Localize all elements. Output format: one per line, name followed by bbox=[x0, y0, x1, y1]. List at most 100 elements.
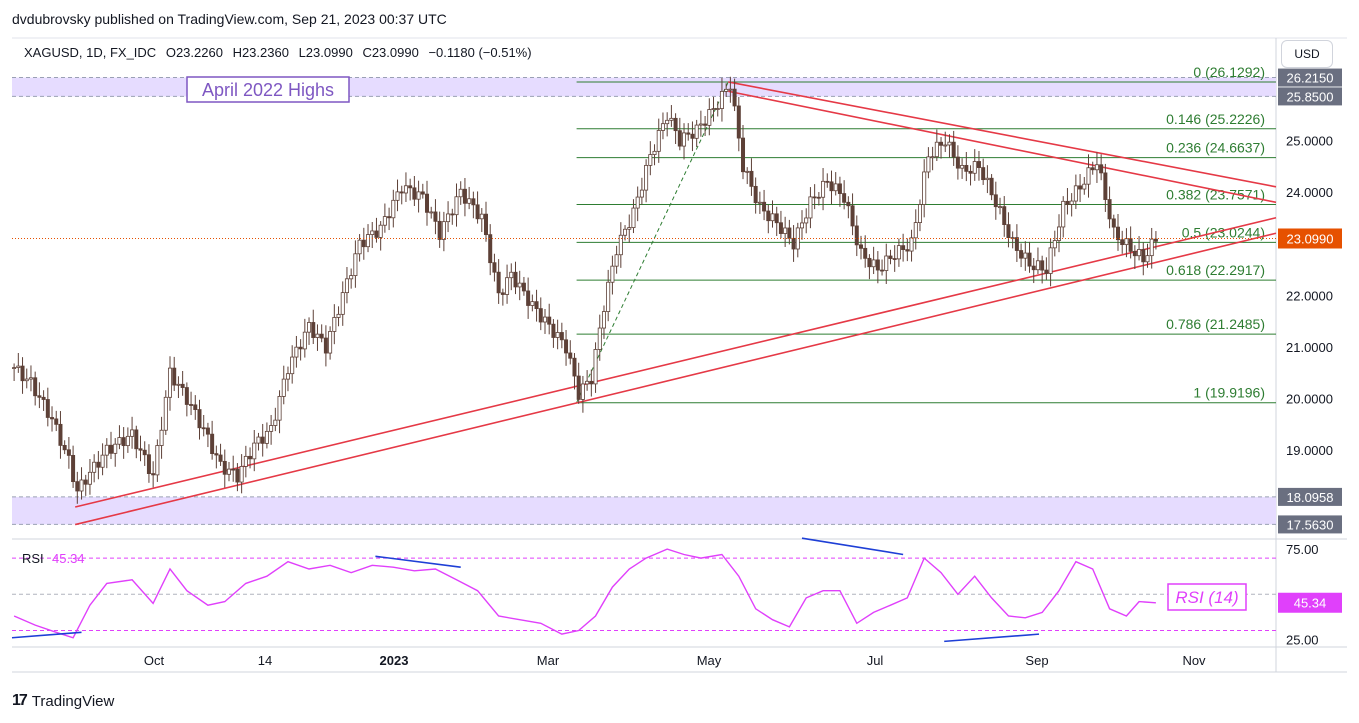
candle-body bbox=[614, 254, 619, 267]
candle-body bbox=[387, 216, 392, 219]
candle-body bbox=[1048, 247, 1053, 274]
candle-body bbox=[783, 227, 788, 234]
candle-body bbox=[703, 123, 708, 126]
candle-body bbox=[580, 383, 585, 400]
candle-body bbox=[290, 356, 295, 375]
candle-body bbox=[762, 201, 767, 212]
candle-body bbox=[623, 228, 628, 236]
candle-body bbox=[281, 378, 286, 397]
candle-body bbox=[1057, 226, 1062, 241]
annotation-box bbox=[186, 76, 350, 103]
candle-body bbox=[260, 436, 265, 444]
candle-body bbox=[551, 323, 556, 338]
candle-body bbox=[1006, 224, 1011, 238]
candle-body bbox=[850, 205, 855, 227]
trend-line-2 bbox=[728, 81, 1277, 188]
candle-body bbox=[146, 454, 151, 474]
rsi-value-label: 45.34 bbox=[52, 551, 85, 566]
candle-body bbox=[458, 188, 463, 198]
fib-diagonal bbox=[576, 81, 729, 403]
candle-body bbox=[437, 220, 442, 240]
candle-body bbox=[1040, 260, 1045, 271]
candle-body bbox=[698, 123, 703, 126]
candle-body bbox=[538, 308, 543, 323]
candle-body bbox=[555, 332, 560, 338]
candle-body bbox=[159, 429, 164, 446]
candle-body bbox=[1065, 200, 1070, 205]
candle-body bbox=[353, 253, 358, 277]
candle-body bbox=[273, 419, 278, 426]
brand-name: TradingView bbox=[31, 692, 115, 710]
candle-body bbox=[842, 193, 847, 203]
fib-level-label-4: 0.5 (23.0244) bbox=[1182, 224, 1265, 240]
current-price-tag-label: 23.0990 bbox=[1287, 231, 1334, 246]
currency-button[interactable]: USD bbox=[1281, 40, 1333, 68]
candle-body bbox=[976, 161, 981, 168]
candle-body bbox=[167, 367, 172, 398]
candle-body bbox=[50, 417, 55, 420]
candle-body bbox=[222, 460, 227, 475]
candle-body bbox=[631, 207, 636, 228]
candle-body bbox=[1124, 238, 1129, 246]
candle-body bbox=[302, 331, 307, 350]
candle-body bbox=[1002, 206, 1007, 225]
candle-body bbox=[450, 213, 455, 216]
fib-level-label-3: 0.382 (23.7571) bbox=[1166, 187, 1265, 203]
candle-body bbox=[1149, 238, 1154, 257]
candle-body bbox=[542, 316, 547, 323]
candle-body bbox=[483, 213, 488, 236]
candle-body bbox=[741, 137, 746, 173]
candle-body bbox=[867, 257, 872, 268]
candle-body bbox=[863, 247, 868, 259]
candle-body bbox=[627, 227, 632, 230]
candle-body bbox=[934, 141, 939, 158]
ohlc-change: −0.1180 (−0.51%) bbox=[428, 45, 532, 60]
rsi-badge-box bbox=[1167, 583, 1247, 611]
rsi-current-tag-box bbox=[1278, 592, 1342, 613]
candle-body bbox=[787, 227, 792, 239]
candle-body bbox=[100, 454, 105, 468]
candle-body bbox=[349, 275, 354, 280]
rsi-title: RSI bbox=[22, 551, 44, 566]
candle-body bbox=[610, 265, 615, 283]
candle-body bbox=[218, 454, 223, 462]
candle-body bbox=[395, 191, 400, 201]
candle-body bbox=[239, 466, 244, 483]
candle-body bbox=[361, 239, 366, 248]
trend-line-3 bbox=[728, 90, 1277, 204]
price-tag-box-10 bbox=[1278, 515, 1342, 534]
candle-body bbox=[28, 377, 33, 380]
candle-body bbox=[804, 217, 809, 224]
candle-body bbox=[285, 373, 290, 380]
price-tick-label-2: 25.0000 bbox=[1286, 133, 1333, 148]
candle-body bbox=[33, 377, 38, 397]
candle-body bbox=[475, 204, 480, 220]
candle-body bbox=[816, 196, 821, 199]
candle-body bbox=[606, 281, 611, 312]
candle-body bbox=[399, 191, 404, 194]
candle-body bbox=[374, 230, 379, 238]
trend-line-1 bbox=[75, 217, 1277, 508]
candle-body bbox=[378, 224, 383, 238]
candle-body bbox=[344, 278, 349, 294]
time-axis-label-2: 2023 bbox=[380, 653, 409, 668]
candle-body bbox=[92, 461, 97, 473]
candle-body bbox=[808, 196, 813, 219]
candle-body bbox=[871, 259, 876, 268]
candle-body bbox=[1027, 252, 1032, 267]
candle-body bbox=[981, 167, 986, 181]
candle-body bbox=[454, 196, 459, 216]
candle-body bbox=[62, 445, 67, 451]
candle-body bbox=[12, 367, 17, 369]
candle-body bbox=[917, 204, 922, 223]
candle-body bbox=[589, 380, 594, 385]
rsi-divergence-line-3 bbox=[944, 633, 1040, 643]
candle-body bbox=[1120, 239, 1125, 246]
time-axis-label-0: Oct bbox=[144, 653, 165, 668]
candle-body bbox=[1014, 237, 1019, 251]
fib-level-label-1: 0.146 (25.2226) bbox=[1166, 111, 1265, 127]
candle-body bbox=[366, 234, 371, 248]
rsi-current-tag-label: 45.34 bbox=[1294, 596, 1327, 611]
candle-body bbox=[572, 357, 577, 377]
